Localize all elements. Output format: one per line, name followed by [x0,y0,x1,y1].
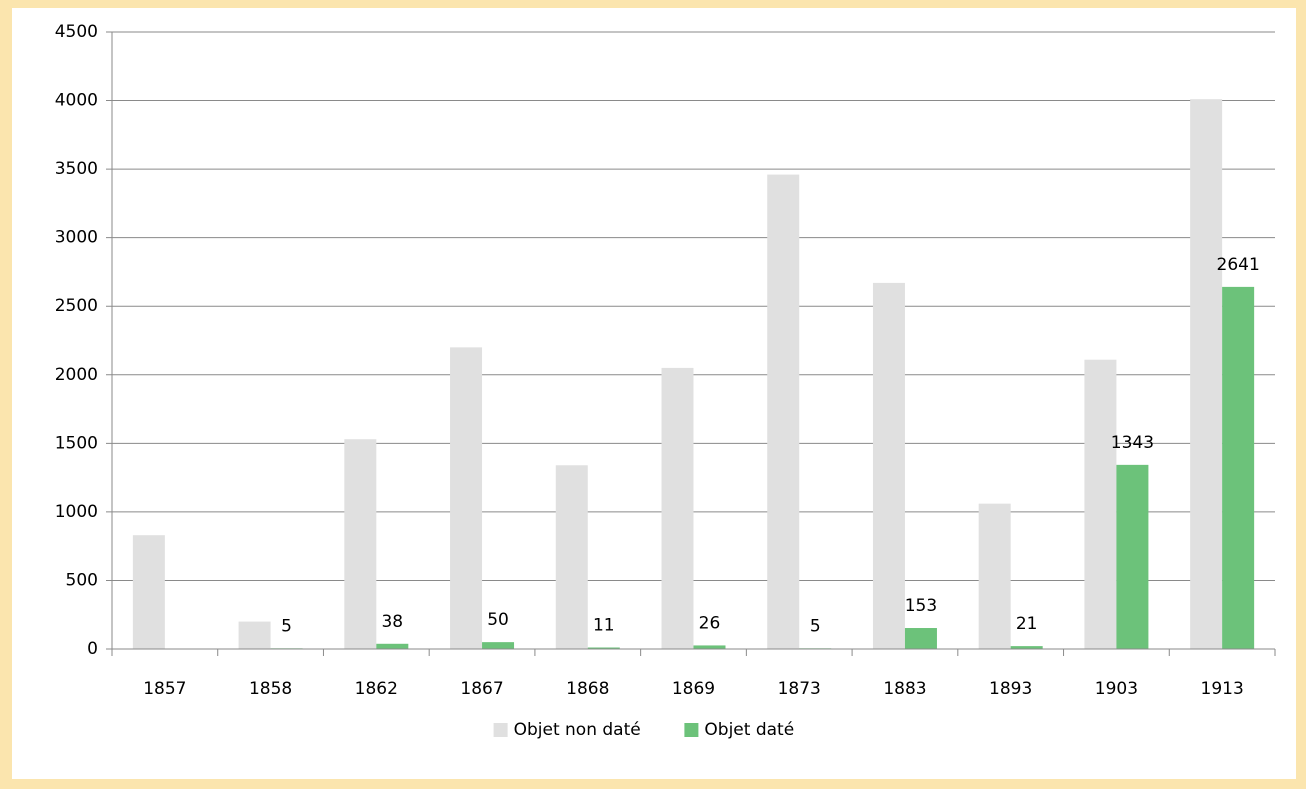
bar [450,347,483,649]
x-tick-label: 1913 [1201,679,1244,699]
bar [238,621,271,649]
bar [344,439,377,649]
x-tick-label: 1893 [989,679,1032,699]
data-label: 153 [905,596,937,616]
y-tick-label: 0 [87,639,98,659]
bar [555,465,588,649]
x-tick-label: 1858 [249,679,292,699]
legend-swatch [684,723,699,737]
bar [978,503,1011,649]
data-label: 2641 [1217,255,1260,275]
data-label: 5 [810,616,821,636]
y-tick-label: 1000 [55,502,98,522]
panel [12,8,1296,779]
bar [482,642,515,649]
x-tick-label: 1862 [355,679,398,699]
data-label: 26 [699,613,721,633]
y-tick-label: 4500 [55,22,98,42]
y-tick-label: 2000 [55,365,98,385]
x-tick-label: 1883 [883,679,926,699]
bar [904,628,937,649]
y-tick-label: 3000 [55,228,98,248]
bar [872,282,905,649]
y-tick-label: 2500 [55,296,98,316]
x-tick-label: 1869 [672,679,715,699]
x-tick-label: 1873 [778,679,821,699]
bar [767,174,800,649]
legend-swatch [493,723,508,737]
bar [1084,359,1117,649]
data-label: 11 [593,615,615,635]
bar [1222,286,1255,649]
data-label: 50 [487,610,509,630]
y-tick-label: 3500 [55,159,98,179]
legend-label: Objet non daté [514,720,641,740]
bar [376,643,409,649]
bar [1190,99,1223,649]
legend-label: Objet daté [704,720,794,740]
y-tick-label: 1500 [55,433,98,453]
data-label: 21 [1016,614,1038,634]
x-tick-label: 1867 [460,679,503,699]
x-tick-label: 1868 [566,679,609,699]
data-label: 1343 [1111,433,1154,453]
y-tick-label: 4000 [55,91,98,111]
x-tick-label: 1857 [143,679,186,699]
data-label: 5 [281,616,292,636]
x-tick-label: 1903 [1095,679,1138,699]
bar [693,645,726,649]
bar [132,535,165,649]
bar [661,367,694,649]
bar [1010,646,1043,649]
bar [1116,464,1149,649]
bar [587,647,620,649]
y-tick-label: 500 [66,570,98,590]
data-label: 38 [381,612,403,632]
